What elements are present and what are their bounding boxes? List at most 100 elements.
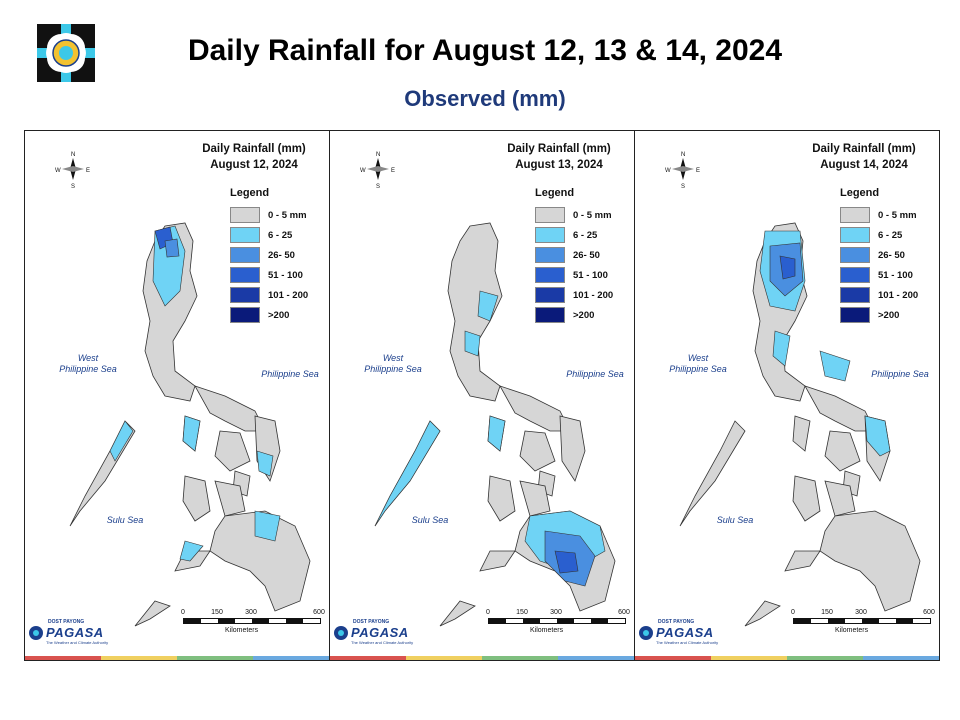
legend-swatch: [840, 247, 870, 263]
pagasa-tagline: The Weather and Climate Authority: [46, 640, 109, 645]
legend-label: >200: [268, 309, 290, 321]
panel-title-text: Daily Rainfall (mm): [812, 143, 916, 155]
map-panels: N S W E Daily Rainfall (mm) August 12, 2…: [24, 130, 942, 661]
panel-date: August 14, 2024: [820, 159, 908, 171]
svg-text:E: E: [696, 168, 700, 174]
sea-label-west-philippine: West Philippine Sea: [59, 353, 117, 374]
pagasa-logo: DOST PAYONG PAGASA The Weather and Clima…: [638, 619, 728, 647]
legend-item: 26- 50: [840, 245, 935, 265]
scale-tick: 300: [245, 609, 257, 616]
panel-title-text: Daily Rainfall (mm): [202, 143, 306, 155]
color-stripe: [25, 656, 329, 660]
legend: Legend 0 - 5 mm 6 - 25 26- 50 51 - 100 1…: [230, 187, 325, 325]
pagasa-text: PAGASA: [351, 625, 409, 640]
scale-tick: 0: [791, 609, 795, 616]
dost-text: DOST PAYONG: [48, 619, 85, 625]
north-arrow-compass-icon: N S W E: [55, 149, 91, 189]
pagasa-text: PAGASA: [46, 625, 104, 640]
legend-item: 6 - 25: [230, 225, 325, 245]
legend-label: 0 - 5 mm: [573, 209, 612, 221]
pagasa-logo: DOST PAYONG PAGASA The Weather and Clima…: [28, 619, 118, 647]
svg-text:N: N: [71, 152, 75, 158]
scale-tick: 150: [211, 609, 223, 616]
pagasa-text: PAGASA: [656, 625, 714, 640]
panel-title: Daily Rainfall (mm) August 13, 2024: [494, 141, 624, 173]
sea-label-west-philippine: West Philippine Sea: [364, 353, 422, 374]
scale-tick: 600: [923, 609, 935, 616]
scale-bar-graphic: [183, 618, 321, 624]
pagasa-emblem-icon: [29, 626, 43, 640]
legend-label: 0 - 5 mm: [268, 209, 307, 221]
legend-label: 51 - 100: [878, 269, 913, 281]
legend-label: 0 - 5 mm: [878, 209, 917, 221]
map-panel-aug-13: N S W E Daily Rainfall (mm) August 13, 2…: [329, 130, 635, 661]
scale-tick: 0: [486, 609, 490, 616]
legend-label: 26- 50: [573, 249, 600, 261]
legend-item: 51 - 100: [535, 265, 630, 285]
legend-label: 6 - 25: [268, 229, 293, 241]
legend-swatch: [230, 207, 260, 223]
scale-bar-graphic: [488, 618, 626, 624]
panel-title: Daily Rainfall (mm) August 14, 2024: [799, 141, 929, 173]
legend-item: 6 - 25: [535, 225, 630, 245]
legend-item: 6 - 25: [840, 225, 935, 245]
dost-text: DOST PAYONG: [353, 619, 390, 625]
pagasa-tagline: The Weather and Climate Authority: [351, 640, 414, 645]
scale-unit: Kilometers: [530, 627, 564, 634]
legend-label: 101 - 200: [573, 289, 614, 301]
scale-tick: 600: [618, 609, 630, 616]
scale-bar: 0 150 300 600 Kilometers: [480, 609, 630, 639]
panel-date: August 12, 2024: [210, 159, 298, 171]
panel-date: August 13, 2024: [515, 159, 603, 171]
svg-text:S: S: [376, 184, 380, 189]
legend-item: 0 - 5 mm: [840, 205, 935, 225]
philippines-rainfall-map: [69, 222, 311, 627]
map-panel-aug-12: N S W E Daily Rainfall (mm) August 12, 2…: [24, 130, 330, 661]
legend-swatch: [840, 287, 870, 303]
sea-label-sulu: Sulu Sea: [411, 515, 449, 525]
svg-text:N: N: [681, 152, 685, 158]
sea-label-sulu: Sulu Sea: [716, 515, 754, 525]
sea-label-sulu: Sulu Sea: [106, 515, 144, 525]
color-stripe: [330, 656, 634, 660]
panel-title-text: Daily Rainfall (mm): [507, 143, 611, 155]
legend-item: 26- 50: [535, 245, 630, 265]
svg-text:E: E: [391, 168, 395, 174]
sea-label-philippine: Philippine Sea: [261, 369, 319, 379]
legend-swatch: [840, 267, 870, 283]
philippines-rainfall-map: [374, 222, 616, 627]
legend-swatch: [535, 207, 565, 223]
scale-bar-graphic: [793, 618, 931, 624]
pagasa-tagline: The Weather and Climate Authority: [656, 640, 719, 645]
legend-item: 51 - 100: [840, 265, 935, 285]
legend-title: Legend: [535, 187, 575, 199]
legend-label: 101 - 200: [268, 289, 309, 301]
legend-item: 26- 50: [230, 245, 325, 265]
legend-swatch: [230, 267, 260, 283]
svg-text:W: W: [360, 168, 366, 174]
legend: Legend 0 - 5 mm 6 - 25 26- 50 51 - 100 1…: [535, 187, 630, 325]
legend-label: 26- 50: [268, 249, 295, 261]
legend: Legend 0 - 5 mm 6 - 25 26- 50 51 - 100 1…: [840, 187, 935, 325]
map-panel-aug-14: N S W E Daily Rainfall (mm) August 14, 2…: [634, 130, 940, 661]
scale-bar: 0 150 300 600 Kilometers: [175, 609, 325, 639]
legend-label: 101 - 200: [878, 289, 919, 301]
scale-tick: 150: [821, 609, 833, 616]
scale-tick: 150: [516, 609, 528, 616]
scale-tick: 600: [313, 609, 325, 616]
legend-item: 101 - 200: [535, 285, 630, 305]
legend-swatch: [230, 307, 260, 323]
legend-swatch: [230, 247, 260, 263]
panel-title: Daily Rainfall (mm) August 12, 2024: [189, 141, 319, 173]
legend-label: 6 - 25: [878, 229, 903, 241]
scale-unit: Kilometers: [225, 627, 259, 634]
legend-swatch: [535, 247, 565, 263]
legend-swatch: [535, 287, 565, 303]
legend-swatch: [535, 267, 565, 283]
north-arrow-compass-icon: N S W E: [360, 149, 396, 189]
dost-text: DOST PAYONG: [658, 619, 695, 625]
legend-item: >200: [535, 305, 630, 325]
svg-text:S: S: [681, 184, 685, 189]
scale-tick: 300: [550, 609, 562, 616]
pagasa-logo: DOST PAYONG PAGASA The Weather and Clima…: [333, 619, 423, 647]
